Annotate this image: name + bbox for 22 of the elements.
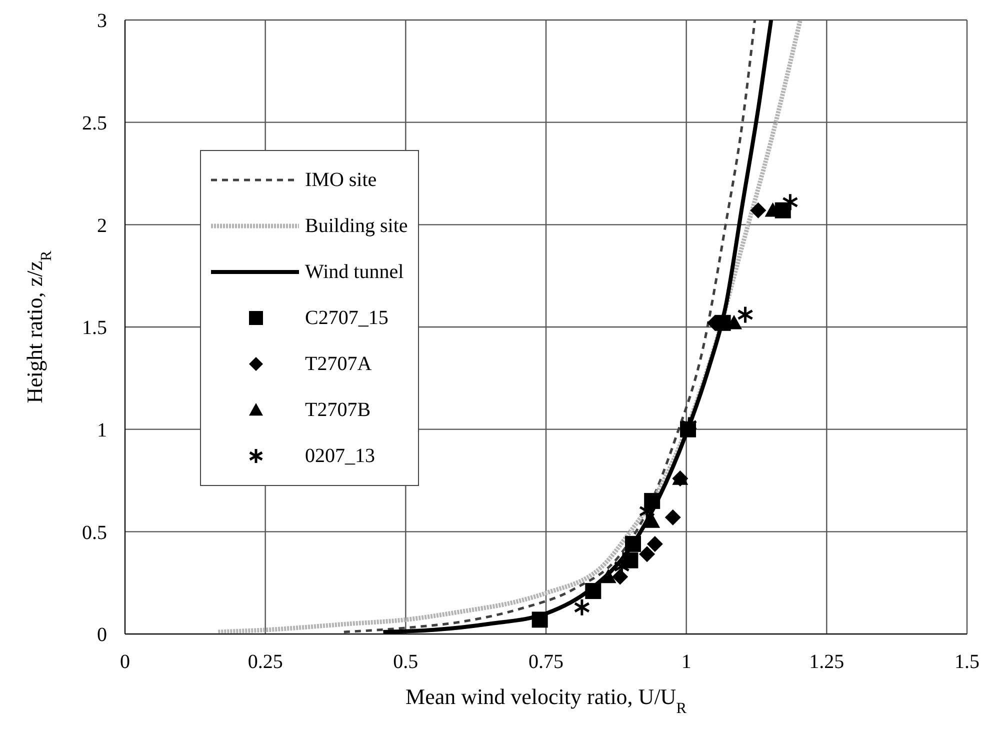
y-tick-label: 3 — [97, 10, 107, 32]
y-tick-label: 1.5 — [82, 317, 107, 340]
x-tick-label: 1.25 — [809, 651, 844, 674]
legend-label: Building site — [305, 214, 408, 238]
x-tick-label: 0 — [120, 651, 130, 674]
y-tick-label: 0.5 — [82, 522, 107, 544]
y-tick-label: 1 — [97, 419, 107, 442]
y-tick-label: 2 — [97, 214, 107, 237]
legend-label: Wind tunnel — [305, 260, 404, 284]
legend-label: C2707_15 — [305, 306, 388, 330]
legend-label: 0207_13 — [305, 444, 375, 468]
y-tick-label: 0 — [97, 624, 107, 646]
x-tick-label: 1.5 — [954, 651, 980, 674]
legend-label: T2707A — [305, 352, 372, 376]
legend-label: IMO site — [305, 168, 377, 192]
x-tick-label: 0.75 — [528, 651, 564, 674]
y-tick-label: 2.5 — [82, 112, 107, 134]
x-tick-label: 0.25 — [248, 651, 283, 674]
legend-label: T2707B — [305, 398, 371, 422]
x-tick-label: 1 — [681, 651, 692, 674]
x-tick-label: 0.5 — [393, 651, 418, 674]
x-axis-title: Mean wind velocity ratio, U/U$_{R}$ — [406, 684, 688, 716]
